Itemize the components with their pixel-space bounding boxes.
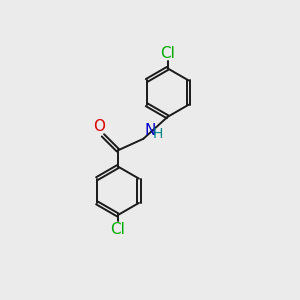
Text: Cl: Cl <box>160 46 175 61</box>
Text: Cl: Cl <box>110 222 125 237</box>
Text: N: N <box>144 123 155 138</box>
Text: H: H <box>152 127 163 141</box>
Text: O: O <box>94 119 106 134</box>
